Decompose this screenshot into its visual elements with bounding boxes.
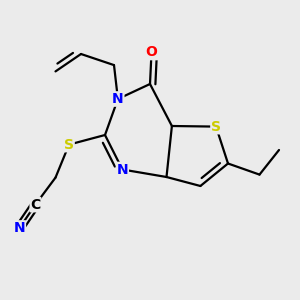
Text: S: S <box>211 120 221 134</box>
Text: C: C <box>30 198 40 212</box>
Text: S: S <box>64 138 74 152</box>
Text: N: N <box>14 221 25 235</box>
Text: N: N <box>112 92 124 106</box>
Text: O: O <box>146 46 158 59</box>
Text: N: N <box>117 163 128 176</box>
